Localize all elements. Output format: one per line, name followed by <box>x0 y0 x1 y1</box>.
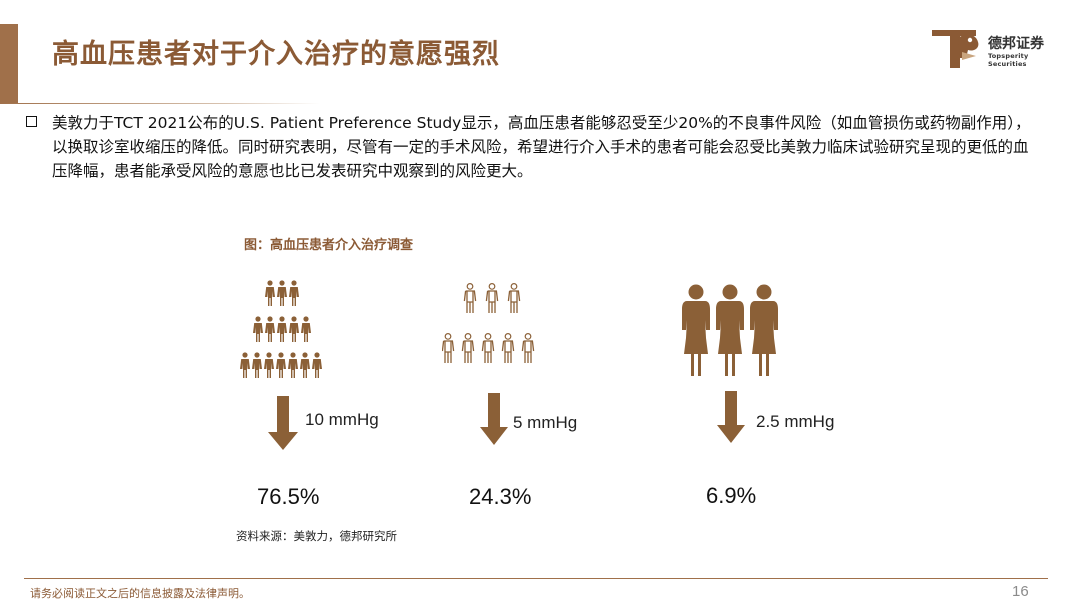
footer-divider <box>24 578 1048 579</box>
footer-disclaimer: 请务必阅读正文之后的信息披露及法律声明。 <box>30 587 250 600</box>
patient-group-10mmhg-icon <box>240 280 322 378</box>
logo-mark-icon <box>932 30 979 68</box>
page-number: 16 <box>1012 583 1029 600</box>
reduction-label-1: 10 mmHg <box>305 410 379 429</box>
percent-value-2: 24.3% <box>469 484 532 509</box>
reduction-label-2: 5 mmHg <box>513 413 578 432</box>
reduction-label-3: 2.5 mmHg <box>756 412 835 431</box>
patient-group-2_5mmhg-icon <box>682 284 778 376</box>
down-arrow-icon <box>268 396 298 450</box>
bullet-square-icon <box>26 116 37 127</box>
down-arrow-icon <box>480 393 508 445</box>
down-arrow-icon <box>717 391 745 443</box>
logo-name-cn: 德邦证券 <box>988 36 1044 52</box>
page-title: 高血压患者对于介入治疗的意愿强烈 <box>52 39 500 70</box>
percent-value-1: 76.5% <box>257 484 320 509</box>
figure-caption: 图：高血压患者介入治疗调查 <box>244 238 414 253</box>
company-logo: 德邦证券 Topsperity Securities <box>932 28 1052 70</box>
figure-source: 资料来源：美敦力，德邦研究所 <box>236 529 397 543</box>
title-accent-bar <box>0 24 18 104</box>
body-paragraph: 美敦力于TCT 2021公布的U.S. Patient Preference S… <box>52 114 1031 180</box>
percent-value-3: 6.9% <box>706 483 757 508</box>
title-divider <box>0 103 320 104</box>
logo-name-en: Topsperity Securities <box>988 52 1029 68</box>
patient-group-5mmhg-icon <box>442 283 535 364</box>
